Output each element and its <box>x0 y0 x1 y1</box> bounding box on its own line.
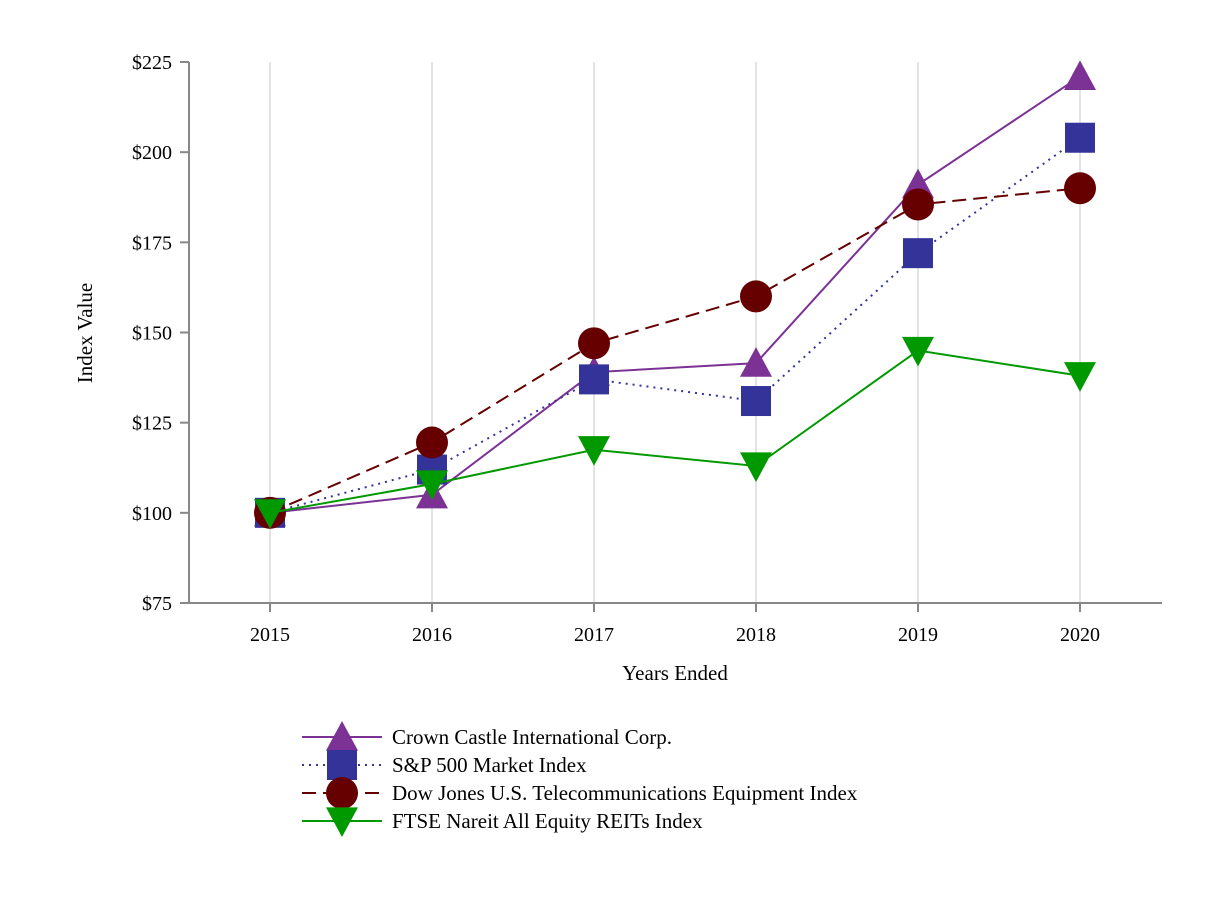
x-axis-title: Years Ended <box>622 661 728 685</box>
data-point-1-2018 <box>741 386 771 417</box>
data-point-1-2017 <box>579 364 609 395</box>
data-point-3-2016 <box>416 470 448 500</box>
x-tick-label: 2016 <box>412 624 452 646</box>
y-ticks: $75 $100 $125 $150 $175 $200 $225 <box>132 52 189 615</box>
legend: Crown Castle International Corp. S&P 500 … <box>302 721 858 837</box>
legend-item-0: Crown Castle International Corp. <box>302 721 672 751</box>
y-tick-label: $150 <box>132 323 172 345</box>
legend-label-0: Crown Castle International Corp. <box>392 725 672 749</box>
legend-item-2: Dow Jones U.S. Telecommunications Equipm… <box>302 777 858 809</box>
legend-label-2: Dow Jones U.S. Telecommunications Equipm… <box>392 781 858 805</box>
data-point-2-2019 <box>902 188 934 221</box>
y-tick-label: $125 <box>132 413 172 435</box>
series-1 <box>255 122 1095 528</box>
y-tick-label: $175 <box>132 232 172 254</box>
x-ticks: 2015 2016 2017 2018 2019 2020 <box>250 603 1100 646</box>
y-tick-label: $225 <box>132 52 172 74</box>
y-tick-label: $75 <box>142 593 172 615</box>
data-point-3-2020 <box>1064 362 1096 392</box>
x-tick-label: 2019 <box>898 624 938 646</box>
data-point-0-2020 <box>1064 60 1096 91</box>
data-point-3-2015 <box>254 499 286 529</box>
data-point-1-2019 <box>903 238 933 269</box>
series-line-3 <box>269 349 1081 514</box>
data-point-2-2020 <box>1064 172 1096 205</box>
series-0 <box>254 60 1096 527</box>
x-tick-label: 2015 <box>250 624 290 646</box>
axes <box>180 62 1162 604</box>
data-point-3-2018 <box>740 452 772 482</box>
data-point-2-2018 <box>740 280 772 313</box>
grid-lines <box>269 62 1081 603</box>
data-point-2-2017 <box>578 327 610 360</box>
y-tick-label: $200 <box>132 142 172 164</box>
legend-marker-0 <box>326 721 358 751</box>
series-3 <box>254 336 1096 529</box>
legend-item-1: S&P 500 Market Index <box>302 750 587 780</box>
series-group <box>254 60 1096 529</box>
legend-item-3: FTSE Nareit All Equity REITs Index <box>302 807 703 837</box>
x-tick-label: 2017 <box>574 624 614 646</box>
legend-marker-1 <box>327 750 357 780</box>
y-tick-label: $100 <box>132 503 172 525</box>
legend-label-1: S&P 500 Market Index <box>392 753 587 777</box>
x-tick-label: 2020 <box>1060 624 1100 646</box>
data-point-0-2018 <box>740 347 772 377</box>
x-tick-label: 2018 <box>736 624 776 646</box>
data-point-3-2019 <box>902 336 934 367</box>
legend-marker-3 <box>326 807 358 837</box>
series-line-1 <box>269 136 1081 514</box>
data-point-1-2020 <box>1065 122 1095 153</box>
series-line-2 <box>269 187 1081 514</box>
series-2 <box>254 172 1096 529</box>
y-axis-title: Index Value <box>73 283 97 384</box>
data-point-3-2017 <box>578 436 610 466</box>
data-point-2-2016 <box>416 426 448 459</box>
legend-marker-2 <box>326 777 358 809</box>
legend-label-3: FTSE Nareit All Equity REITs Index <box>392 809 703 833</box>
series-line-0 <box>269 75 1081 514</box>
